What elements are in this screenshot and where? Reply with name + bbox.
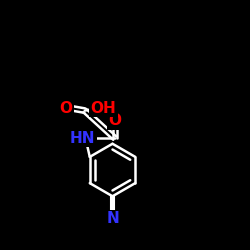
Text: O: O	[60, 101, 72, 116]
Text: OH: OH	[91, 101, 117, 116]
Text: O: O	[108, 113, 121, 128]
Text: HN: HN	[70, 130, 95, 146]
Text: N: N	[106, 211, 119, 226]
